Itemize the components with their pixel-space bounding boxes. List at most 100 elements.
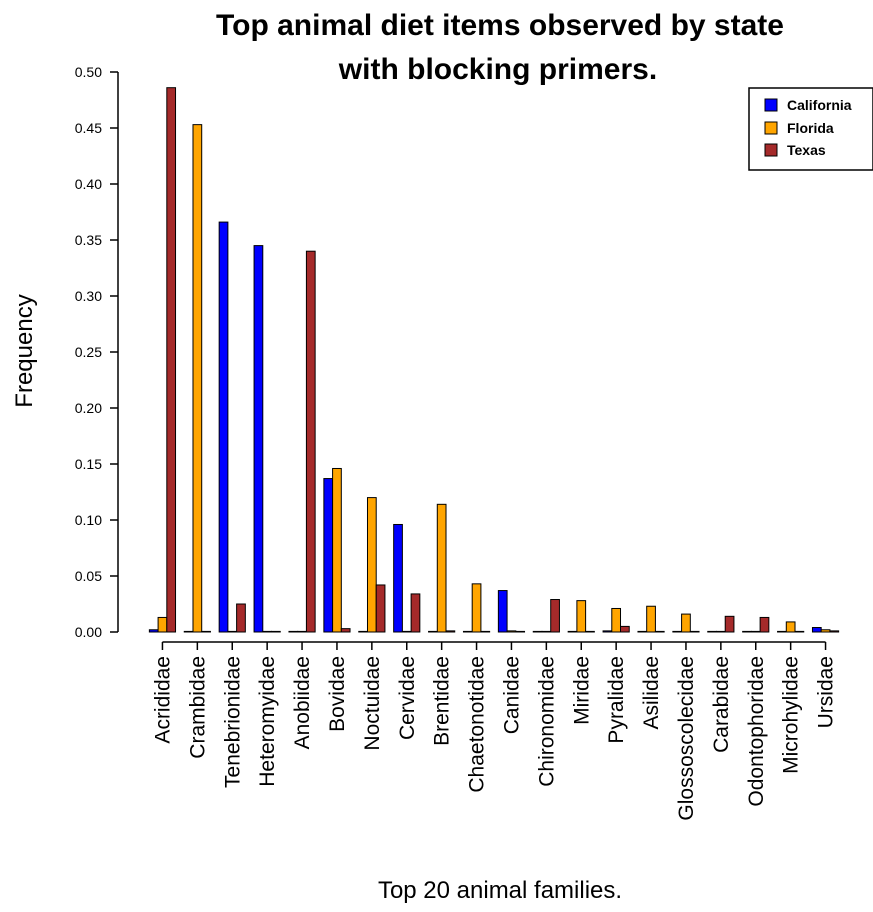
bar-california-microhylidae <box>777 630 787 633</box>
bar-texas-carabidae <box>724 615 735 633</box>
bar-texas-noctuidae <box>375 584 386 633</box>
bar-california-acrididae <box>148 629 159 633</box>
y-tick-label: 0.30 <box>75 288 102 304</box>
bar-texas-brentidae <box>445 630 456 633</box>
x-tick-label: Noctuidae <box>361 656 384 751</box>
bar-california-crambidae <box>183 630 194 633</box>
chart-title-line-2: with blocking primers. <box>338 53 657 86</box>
bar-california-miridae <box>567 630 578 633</box>
y-tick-label: 0.20 <box>75 400 102 416</box>
bar-texas-acrididae <box>166 87 177 633</box>
bar-texas-crambidae <box>201 630 211 633</box>
bar-california-ursidae <box>811 627 822 633</box>
bar-texas-asilidae <box>654 630 665 633</box>
bar-florida-crambidae <box>192 124 203 633</box>
legend: California Florida Texas <box>748 87 873 171</box>
x-axis-label: Top 20 animal families. <box>378 877 622 904</box>
bar-california-chaetonotidae <box>462 630 473 633</box>
y-tick-label: 0.45 <box>75 120 102 136</box>
bar-california-anobiidae <box>288 630 299 633</box>
bar-texas-canidae <box>515 630 526 633</box>
y-tick-label: 0.25 <box>75 344 102 360</box>
bar-florida-heteromyidae <box>262 630 273 633</box>
x-tick-label: Carabidae <box>710 656 733 753</box>
bar-california-tenebrionidae <box>218 221 229 633</box>
bar-texas-ursidae <box>829 630 840 633</box>
bar-california-cervidae <box>393 523 403 633</box>
y-tick-label: 0.00 <box>75 624 102 640</box>
bar-florida-glossoscolecidae <box>681 613 691 633</box>
bar-texas-chaetonotidae <box>480 630 491 633</box>
x-tick-label: Glossoscolecidae <box>675 656 698 821</box>
bar-california-canidae <box>497 590 508 633</box>
legend-swatch-texas <box>764 143 778 157</box>
bar-florida-carabidae <box>715 630 726 633</box>
x-tick-label: Brentidae <box>431 656 454 746</box>
bar-california-chironomidae <box>532 630 543 633</box>
bar-california-brentidae <box>428 630 438 633</box>
bar-california-odontophoridae <box>742 630 752 633</box>
bar-texas-microhylidae <box>794 630 805 633</box>
bar-florida-microhylidae <box>785 621 796 633</box>
bar-group <box>148 87 840 633</box>
y-axis-label: Frequency <box>11 294 38 407</box>
x-tick-label: Bovidae <box>326 656 349 732</box>
x-tick-label: Ursidae <box>815 656 838 728</box>
x-tick-label: Heteromyidae <box>256 656 279 787</box>
x-tick-label: Cervidae <box>396 656 419 740</box>
bar-florida-cervidae <box>401 630 412 633</box>
x-tick-label: Crambidae <box>186 656 209 759</box>
bar-texas-heteromyidae <box>271 630 281 633</box>
y-tick-label: 0.40 <box>75 176 102 192</box>
y-tick-label: 0.35 <box>75 232 102 248</box>
y-tick-label: 0.15 <box>75 456 102 472</box>
bar-florida-bovidae <box>332 467 342 633</box>
bar-california-pyralidae <box>602 630 613 633</box>
x-tick-label: Canidae <box>500 656 523 734</box>
bar-florida-ursidae <box>820 629 831 633</box>
bar-california-bovidae <box>323 478 334 633</box>
x-tick-label: Odontophoridae <box>745 656 768 807</box>
y-tick-label: 0.10 <box>75 512 102 528</box>
bar-florida-canidae <box>506 630 517 633</box>
chart-title-line-1: Top animal diet items observed by state <box>216 9 784 42</box>
bar-california-heteromyidae <box>253 245 264 633</box>
y-tick-label: 0.50 <box>75 64 102 80</box>
bar-florida-chaetonotidae <box>471 583 482 633</box>
bar-florida-noctuidae <box>366 497 377 633</box>
bar-texas-tenebrionidae <box>236 603 246 633</box>
x-tick-label: Miridae <box>570 656 593 725</box>
legend-label-california: California <box>787 97 852 113</box>
bar-california-asilidae <box>637 630 648 633</box>
bar-florida-brentidae <box>436 503 447 633</box>
bar-florida-asilidae <box>646 605 656 633</box>
bar-texas-odontophoridae <box>759 616 770 633</box>
bar-texas-cervidae <box>410 593 421 633</box>
bar-florida-odontophoridae <box>750 630 761 633</box>
bar-florida-chironomidae <box>541 630 552 633</box>
x-tick-label: Anobiidae <box>291 656 314 749</box>
bar-florida-pyralidae <box>611 607 622 633</box>
legend-swatch-florida <box>764 121 778 135</box>
bar-texas-glossoscolecidae <box>689 630 700 633</box>
bar-florida-miridae <box>576 600 587 633</box>
x-tick-labels: Acrididae Crambidae Tenebrionidae Heteromyi… <box>151 641 838 821</box>
bar-texas-pyralidae <box>620 625 630 633</box>
x-tick-label: Chironomidae <box>535 656 558 787</box>
bar-california-carabidae <box>707 630 717 633</box>
bar-texas-anobiidae <box>305 250 316 633</box>
x-tick-label: Pyralidae <box>605 656 628 744</box>
bar-texas-chironomidae <box>550 599 560 633</box>
x-tick-label: Chaetonotidae <box>466 656 489 793</box>
bar-california-glossoscolecidae <box>672 630 683 633</box>
x-tick-label: Asilidae <box>640 656 663 730</box>
x-tick-label: Tenebrionidae <box>221 656 244 788</box>
bar-florida-anobiidae <box>297 630 307 633</box>
x-tick-label: Microhylidae <box>780 656 803 774</box>
bar-texas-miridae <box>585 630 595 633</box>
y-tick-label: 0.05 <box>75 568 102 584</box>
bar-florida-tenebrionidae <box>227 630 238 633</box>
x-tick-label: Acrididae <box>151 656 174 744</box>
y-axis: 0.00 0.05 0.10 0.15 0.20 0.25 0.30 0.35 0.40 0.45… <box>75 64 119 640</box>
